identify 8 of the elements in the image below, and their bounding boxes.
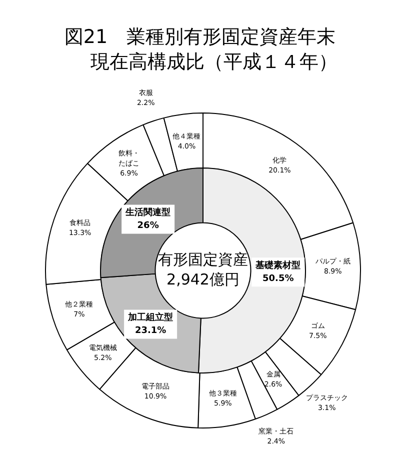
data-label: 26%: [137, 221, 159, 232]
slice-label: 加工組立型: [127, 312, 174, 324]
data-label: 23.1%: [134, 326, 166, 336]
slice-label: 生活関連型: [124, 207, 171, 218]
text: 有形固定資産 2,942億円: [158, 250, 248, 288]
data-label: 50.5%: [262, 274, 294, 284]
slice-label: 基礎素材型: [254, 260, 301, 272]
chart-title: 図21 業種別有形固定資産年末現在高構成比（平成１４年）: [64, 26, 338, 73]
